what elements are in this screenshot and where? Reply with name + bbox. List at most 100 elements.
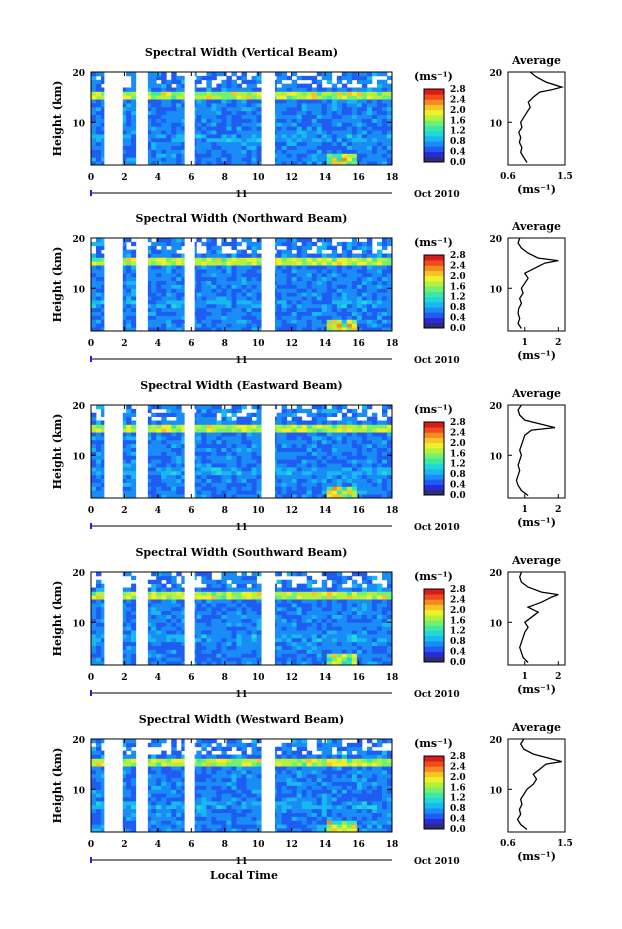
heatmap-cell <box>181 618 187 623</box>
heatmap-cell <box>166 572 172 577</box>
heatmap-cell <box>371 149 378 154</box>
heatmap-cell <box>301 428 308 433</box>
heatmap-cell <box>341 276 348 282</box>
heatmap-cell <box>231 494 237 499</box>
heatmap-cell <box>216 327 222 332</box>
heatmap-cell <box>326 130 333 135</box>
heatmap-cell <box>211 280 217 285</box>
heatmap-cell <box>96 241 102 247</box>
heatmap-cell <box>386 307 393 313</box>
heatmap-cell <box>341 265 348 270</box>
heatmap-cell <box>251 486 257 491</box>
heatmap-cell <box>371 428 378 433</box>
heatmap-cell <box>171 610 177 616</box>
heatmap-cell <box>201 634 207 639</box>
heatmap-cell <box>296 486 303 491</box>
heatmap-cell <box>386 296 393 301</box>
colorbar-swatch <box>424 286 444 292</box>
heatmap-cell <box>291 455 298 460</box>
colorbar-swatch <box>424 458 444 465</box>
x-tick-label: 12 <box>285 506 298 516</box>
heatmap-cell <box>331 141 338 147</box>
heatmap-cell <box>361 478 368 483</box>
heatmap-cell <box>236 661 242 666</box>
heatmap-cell <box>356 245 363 251</box>
heatmap-cell <box>336 253 343 258</box>
heatmap-cell <box>366 428 373 433</box>
heatmap-cell <box>316 272 323 278</box>
heatmap-cell <box>121 91 127 96</box>
heatmap-cell <box>226 614 232 619</box>
heatmap-cell <box>251 241 257 247</box>
heatmap-cell <box>311 161 318 166</box>
heatmap-cell <box>361 130 368 135</box>
heatmap-cell <box>96 599 102 604</box>
heatmap-cell <box>201 661 207 666</box>
heatmap-cell <box>101 603 107 608</box>
heatmap-cell <box>126 145 132 150</box>
heatmap-cell <box>221 661 227 666</box>
heatmap-cell <box>161 161 167 166</box>
heatmap-cell <box>216 311 222 316</box>
heatmap-cell <box>241 145 247 150</box>
heatmap-cell <box>316 315 323 320</box>
heatmap-cell <box>221 622 227 627</box>
heatmap-cell <box>286 470 293 476</box>
heatmap-cell <box>346 463 353 468</box>
heatmap-cell <box>351 463 358 468</box>
heatmap-cell <box>121 661 127 666</box>
heatmap-cell <box>131 161 137 166</box>
heatmap-cell <box>121 303 127 309</box>
heatmap-cell <box>101 439 107 445</box>
heatmap-cell <box>361 261 368 266</box>
heatmap-cell <box>241 118 247 123</box>
heatmap-cell <box>226 257 232 262</box>
heatmap-cell <box>371 265 378 270</box>
heatmap-cell <box>206 307 212 313</box>
heatmap-cell <box>351 145 358 150</box>
heatmap-cell <box>231 443 237 449</box>
heatmap-cell <box>101 103 107 108</box>
heatmap-cell <box>286 161 293 166</box>
heatmap-cell <box>181 153 187 158</box>
heatmap-cell <box>256 474 262 480</box>
heatmap-cell <box>236 157 242 162</box>
heatmap-cell <box>331 323 338 328</box>
heatmap-cell <box>281 284 288 289</box>
heatmap-cell <box>331 122 338 127</box>
heatmap-cell <box>221 238 227 243</box>
heatmap-cell <box>296 145 303 150</box>
heatmap-cell <box>126 122 132 127</box>
heatmap-cell <box>256 91 262 96</box>
heatmap-cell <box>196 412 202 418</box>
heatmap-cell <box>206 579 212 585</box>
heatmap-cell <box>166 614 172 619</box>
heatmap-cell <box>101 486 107 491</box>
heatmap-cell <box>161 83 167 88</box>
heatmap-cell <box>121 490 127 495</box>
heatmap-cell <box>156 603 162 608</box>
heatmap-cell <box>196 300 202 305</box>
heatmap-cell <box>166 428 172 433</box>
heatmap-cell <box>206 661 212 666</box>
heatmap-cell <box>276 490 283 495</box>
heatmap-cell <box>126 572 132 577</box>
average-title: Average <box>511 387 561 400</box>
heatmap-cell <box>251 79 257 85</box>
heatmap-cell <box>256 269 262 274</box>
heatmap-cell <box>146 307 152 313</box>
heatmap-cell <box>231 463 237 468</box>
heatmap-cell <box>161 412 167 418</box>
heatmap-cell <box>366 315 373 320</box>
heatmap-cell <box>316 420 323 425</box>
heatmap-cell <box>306 412 313 418</box>
heatmap-cell <box>356 459 363 464</box>
heatmap-cell <box>146 432 152 437</box>
heatmap-cell <box>171 455 177 460</box>
heatmap-cell <box>181 649 187 654</box>
heatmap-cell <box>326 447 333 452</box>
heatmap-cell <box>221 276 227 282</box>
heatmap-cell <box>151 645 157 650</box>
heatmap-cell <box>291 447 298 452</box>
heatmap-cell <box>126 591 132 596</box>
